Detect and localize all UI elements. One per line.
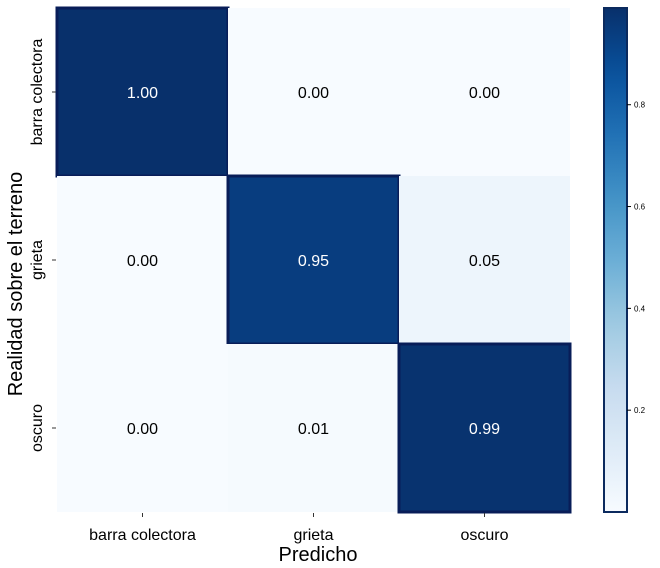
colorbar-gradient: [603, 7, 628, 513]
x-tick-label: grieta: [293, 527, 333, 544]
heatmap-cell: [55, 6, 230, 178]
colorbar-tick-label: 0.8: [634, 101, 646, 110]
colorbar-tick-label: 0.6: [634, 203, 646, 212]
heatmap-cell: [399, 8, 570, 176]
x-tick-label: barra colectora: [89, 527, 196, 544]
cell-value-label: 0.01: [298, 421, 329, 438]
y-tick-marks: [52, 91, 56, 429]
heatmap-cell: [57, 176, 228, 344]
cell-value-label: 0.00: [469, 85, 500, 102]
heatmap-cell: [57, 344, 228, 512]
y-tick-label: barra colectora: [29, 39, 46, 146]
heatmap-cell: [399, 176, 570, 344]
cell-value-label: 0.00: [127, 253, 158, 270]
colorbar-tick-label: 0.2: [634, 406, 646, 415]
y-axis-label: Realidad sobre el terreno: [5, 172, 27, 397]
colorbar-tick-label: 0.4: [634, 304, 646, 313]
y-tick-label: oscuro: [29, 404, 46, 452]
x-axis-label: Predicho: [279, 544, 358, 566]
colorbar: 0.2 0.4 0.6 0.8: [603, 7, 646, 513]
cell-value-label: 0.95: [298, 253, 329, 270]
y-tick-label: grieta: [29, 240, 46, 280]
heatmap-cell: [228, 8, 399, 176]
x-tick-marks: [142, 513, 485, 517]
cell-value-label: 0.05: [469, 253, 500, 270]
cell-value-label: 0.99: [469, 421, 500, 438]
heatmap-cells: 1.00 0.00 0.00 0.00 0.95 0.05 0.00 0.01 0.99: [55, 6, 572, 514]
cell-value-label: 0.00: [298, 85, 329, 102]
heatmap-cell: [397, 342, 572, 514]
cell-value-label: 1.00: [127, 85, 158, 102]
heatmap-cell: [228, 344, 399, 512]
x-tick-label: oscuro: [460, 527, 508, 544]
cell-value-label: 0.00: [127, 421, 158, 438]
